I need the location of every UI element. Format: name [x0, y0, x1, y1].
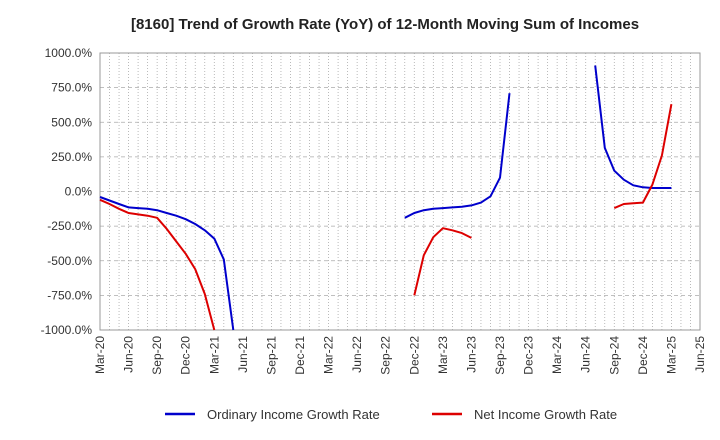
x-tick-label: Mar-22	[322, 336, 336, 374]
y-tick-label: 750.0%	[51, 81, 92, 95]
x-tick-label: Jun-25	[693, 336, 707, 373]
y-tick-label: 1000.0%	[45, 46, 93, 60]
y-tick-label: -500.0%	[47, 254, 92, 268]
y-tick-label: 0.0%	[65, 185, 93, 199]
legend-label-net: Net Income Growth Rate	[474, 407, 617, 422]
x-tick-label: Sep-22	[379, 336, 393, 375]
legend: Ordinary Income Growth Rate Net Income G…	[165, 407, 617, 422]
x-tick-label: Jun-23	[464, 336, 478, 373]
x-tick-label: Dec-24	[636, 336, 650, 375]
x-tick-label: Sep-24	[607, 336, 621, 375]
legend-label-ordinary: Ordinary Income Growth Rate	[207, 407, 380, 422]
x-tick-label: Sep-21	[264, 336, 278, 375]
x-tick-label: Jun-21	[236, 336, 250, 373]
series-line-ordinary-income	[594, 65, 672, 189]
series-line-net-income	[613, 104, 673, 210]
x-axis-labels: Mar-20 Jun-20 Sep-20 Dec-20 Mar-21 Jun-21 Sep-…	[93, 336, 707, 375]
series-line-net-income	[413, 227, 472, 296]
x-tick-label: Dec-21	[293, 336, 307, 375]
y-tick-label: -750.0%	[47, 288, 92, 302]
series-line-net-income	[99, 198, 216, 331]
x-tick-label: Dec-20	[179, 336, 193, 375]
x-tick-label: Mar-21	[207, 336, 221, 374]
x-tick-label: Jun-22	[350, 336, 364, 373]
x-tick-label: Mar-24	[550, 336, 564, 374]
grid	[100, 53, 700, 330]
chart-title: [8160] Trend of Growth Rate (YoY) of 12-…	[131, 16, 639, 33]
series-line-ordinary-income	[99, 196, 235, 331]
series-lines	[99, 65, 673, 331]
series-line-ordinary-income	[404, 93, 511, 219]
x-tick-label: Jun-24	[579, 336, 593, 373]
x-tick-label: Mar-23	[436, 336, 450, 374]
y-tick-label: 250.0%	[51, 150, 92, 164]
y-tick-label: 500.0%	[51, 115, 92, 129]
y-tick-label: -250.0%	[47, 219, 92, 233]
x-tick-label: Sep-20	[150, 336, 164, 375]
x-tick-label: Dec-23	[522, 336, 536, 375]
x-tick-label: Sep-23	[493, 336, 507, 375]
x-tick-label: Jun-20	[122, 336, 136, 373]
x-tick-label: Dec-22	[407, 336, 421, 375]
y-axis-labels: 1000.0% 750.0% 500.0% 250.0% 0.0% -250.0% -500…	[41, 46, 93, 337]
x-tick-label: Mar-25	[664, 336, 678, 374]
plot-frame	[99, 52, 701, 331]
y-tick-label: -1000.0%	[41, 323, 93, 337]
x-tick-label: Mar-20	[93, 336, 107, 374]
